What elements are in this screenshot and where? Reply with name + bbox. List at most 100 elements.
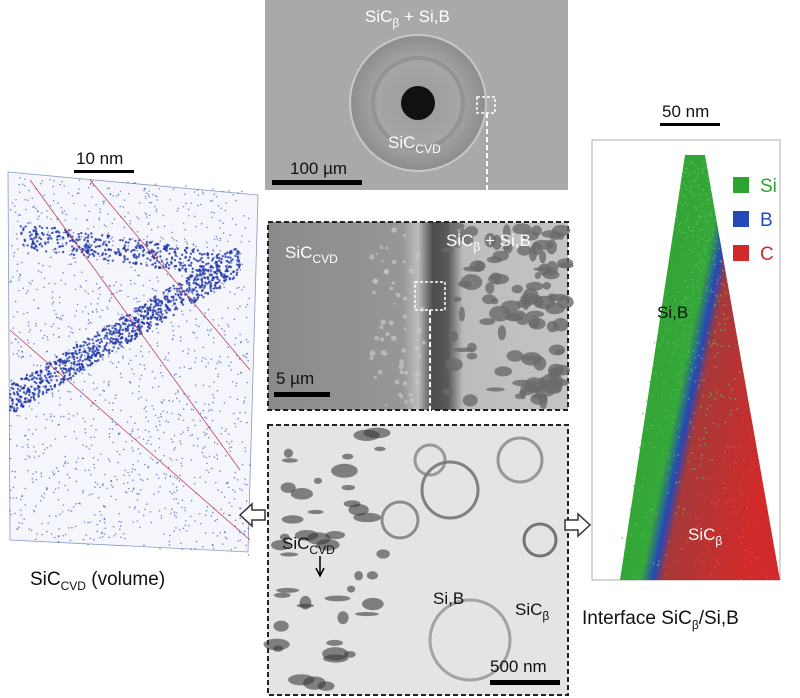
atom (745, 549, 747, 551)
grain (496, 436, 544, 484)
atom (217, 373, 220, 376)
atom (177, 418, 180, 421)
atom (52, 249, 54, 251)
atom (688, 297, 691, 300)
atom (720, 282, 723, 285)
grain (389, 286, 394, 291)
atom (724, 545, 727, 548)
atom (237, 373, 239, 376)
atom (175, 239, 178, 242)
caption-main: SiC (30, 569, 61, 590)
atom (63, 359, 66, 362)
atom (84, 328, 87, 330)
atom (58, 336, 60, 338)
atom (160, 459, 162, 461)
atom (176, 489, 178, 492)
atom (684, 194, 687, 196)
atom (20, 345, 22, 348)
atom (737, 537, 740, 539)
atom (178, 268, 182, 272)
atom (9, 457, 12, 460)
atom (199, 272, 202, 275)
atom (238, 286, 240, 289)
grain (263, 638, 290, 651)
atom (108, 254, 112, 258)
atom (150, 443, 152, 445)
atom (28, 330, 31, 333)
atom (44, 250, 48, 253)
atom (98, 341, 102, 344)
atom (219, 531, 221, 534)
grain (281, 458, 298, 463)
atom (131, 368, 133, 370)
atom (709, 391, 712, 394)
caption-main: Interface SiC (582, 608, 692, 629)
atom (195, 245, 197, 248)
atom (179, 300, 183, 304)
atom (692, 290, 694, 293)
atom (63, 185, 66, 187)
atom (690, 278, 693, 281)
atom (683, 324, 686, 327)
atom (110, 480, 113, 483)
atom (678, 371, 681, 374)
atom (684, 172, 686, 174)
atom (187, 258, 191, 262)
atom (159, 486, 161, 488)
atom (59, 367, 63, 370)
atom (209, 200, 212, 202)
atom (135, 354, 137, 357)
atom (108, 299, 111, 301)
atom (68, 356, 71, 359)
atom (718, 323, 721, 326)
atom (97, 497, 100, 499)
atom (681, 547, 684, 550)
atom (674, 471, 677, 474)
atom (137, 309, 141, 312)
atom (179, 440, 182, 442)
atom (47, 238, 50, 241)
grain (458, 306, 465, 322)
atom (709, 291, 712, 293)
atom (157, 477, 160, 480)
atom (39, 364, 42, 367)
atom (722, 395, 724, 398)
atom (722, 313, 725, 315)
atom (688, 342, 690, 345)
atom (162, 238, 164, 240)
atom (152, 308, 155, 312)
atom (234, 471, 237, 474)
atom (173, 491, 175, 494)
atom (27, 455, 30, 457)
atom (131, 447, 134, 449)
atom (213, 381, 215, 383)
atom (705, 219, 708, 221)
atom (24, 199, 27, 201)
atom (186, 242, 189, 245)
atom (65, 371, 68, 374)
atom (664, 417, 667, 420)
atom (156, 302, 160, 305)
atom (228, 433, 230, 435)
atom (173, 514, 176, 517)
atom (31, 377, 34, 381)
atom (33, 237, 36, 240)
atom (102, 359, 104, 361)
grain (372, 278, 377, 284)
atom (673, 294, 676, 297)
atom (9, 438, 12, 441)
atom (694, 366, 697, 369)
atom (228, 502, 231, 504)
atom (127, 334, 131, 338)
atom (101, 253, 104, 257)
atom (93, 463, 95, 466)
atom (86, 343, 89, 347)
atom (156, 345, 159, 347)
grain (380, 350, 387, 356)
atom (245, 544, 247, 547)
atom (183, 238, 186, 240)
atom (142, 317, 146, 320)
atom (679, 187, 682, 190)
atom (711, 459, 713, 462)
atom (63, 210, 66, 212)
